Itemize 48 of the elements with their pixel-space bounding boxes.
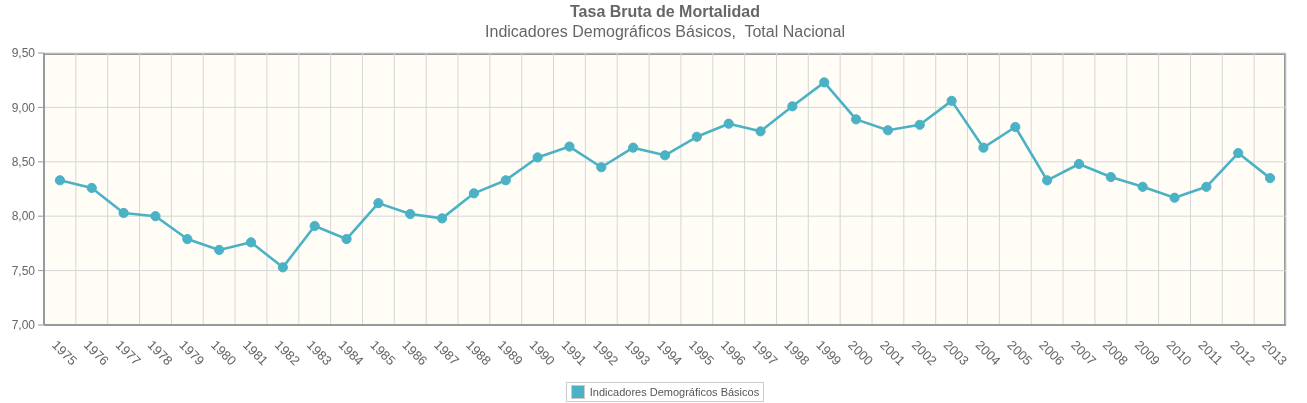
point xyxy=(723,118,734,129)
point xyxy=(500,175,511,186)
point xyxy=(245,237,257,248)
point xyxy=(882,125,894,136)
chart-title: Tasa Bruta de Mortalidad xyxy=(569,3,761,21)
chart-subtitle: Indicadores Demográficos Básicos, Total Nacional xyxy=(484,23,846,41)
point xyxy=(118,207,129,219)
y-tick-label: 7,00 xyxy=(11,318,36,333)
point xyxy=(914,119,925,130)
point xyxy=(755,126,766,137)
point xyxy=(1073,158,1085,170)
point xyxy=(1233,148,1244,159)
point xyxy=(1264,173,1276,184)
point xyxy=(1105,171,1116,183)
point xyxy=(691,131,702,142)
point xyxy=(214,244,225,256)
point xyxy=(787,101,798,112)
point xyxy=(978,142,989,153)
point xyxy=(436,213,448,224)
point xyxy=(405,208,416,220)
point xyxy=(277,262,288,273)
point xyxy=(819,77,830,88)
point xyxy=(86,182,97,194)
point xyxy=(850,114,862,125)
point xyxy=(341,233,352,245)
point xyxy=(1010,121,1021,133)
y-tick-label: 7,50 xyxy=(11,263,36,278)
point xyxy=(946,95,957,106)
point xyxy=(182,233,193,245)
point xyxy=(1137,181,1148,192)
point xyxy=(54,175,66,186)
y-tick-label: 8,50 xyxy=(11,155,36,170)
point xyxy=(309,220,320,232)
point xyxy=(596,162,607,173)
y-tick-label: 9,00 xyxy=(11,100,36,115)
y-tick-label: 8,00 xyxy=(11,209,36,224)
point xyxy=(532,152,543,163)
legend-label: Indicadores Demográficos Básicos xyxy=(589,386,760,398)
point xyxy=(468,188,480,199)
point xyxy=(628,142,639,153)
point xyxy=(1201,181,1212,192)
point xyxy=(1169,192,1180,203)
point xyxy=(564,141,575,152)
y-tick-label: 9,50 xyxy=(11,46,36,61)
point xyxy=(659,150,671,161)
point xyxy=(1042,175,1053,186)
point xyxy=(150,211,161,222)
point xyxy=(373,198,384,209)
